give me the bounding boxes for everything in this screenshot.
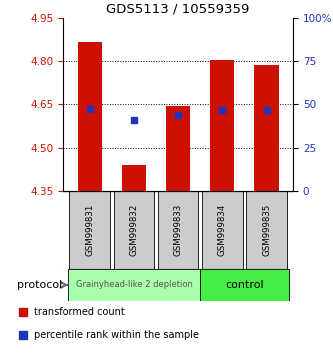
Bar [210,59,234,191]
Bar [114,191,154,269]
Bar [254,65,279,191]
Bar [200,269,289,301]
Text: Grainyhead-like 2 depletion: Grainyhead-like 2 depletion [76,280,192,290]
Text: protocol: protocol [17,280,62,290]
Bar [68,269,200,301]
Text: transformed count: transformed count [34,307,125,318]
Text: GSM999833: GSM999833 [173,204,183,256]
Bar [70,191,110,269]
Bar [158,191,198,269]
Bar [246,191,287,269]
Text: GSM999831: GSM999831 [85,204,94,256]
Title: GDS5113 / 10559359: GDS5113 / 10559359 [107,2,250,15]
Text: GSM999835: GSM999835 [262,204,271,256]
Bar [122,165,146,191]
Bar [78,42,102,191]
Bar [202,191,243,269]
Text: GSM999834: GSM999834 [218,204,227,256]
Text: GSM999832: GSM999832 [130,204,139,256]
Bar [166,106,190,191]
Text: control: control [225,280,264,290]
Text: percentile rank within the sample: percentile rank within the sample [34,330,199,341]
